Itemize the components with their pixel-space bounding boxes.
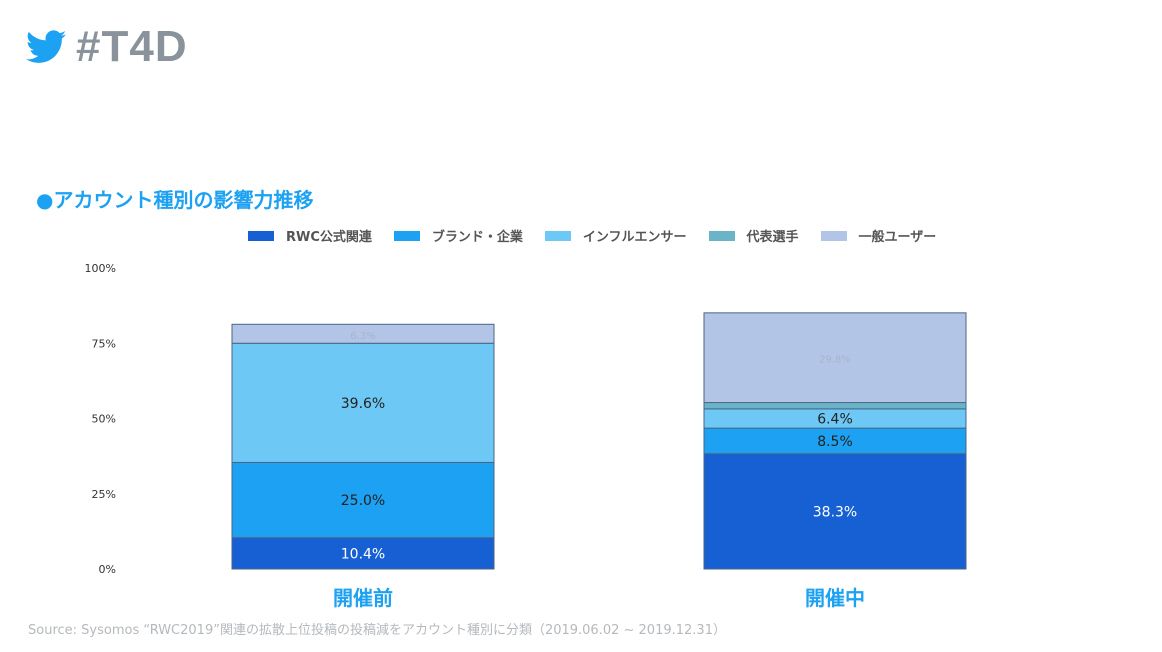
data-label: 8.5% <box>817 434 853 450</box>
x-category-label: 開催中 <box>805 586 865 610</box>
bar-segment <box>231 342 495 463</box>
legend-item: ブランド・企業 <box>393 226 523 245</box>
legend-swatch <box>393 230 420 241</box>
y-tick-label: 75% <box>92 337 116 350</box>
y-tick-label: 25% <box>92 488 116 501</box>
data-label: 29.8% <box>819 355 851 366</box>
chart-title: ●アカウント種別の影響力推移 <box>36 188 314 212</box>
legend-label: 一般ユーザー <box>858 230 937 245</box>
data-label: 25.0% <box>341 493 385 509</box>
legend-swatch <box>820 230 847 241</box>
legend-item: 代表選手 <box>708 226 799 245</box>
legend-item: 一般ユーザー <box>820 226 937 245</box>
bar-segment <box>703 453 967 570</box>
source-note: Source: Sysomos “RWC2019”関連の拡散上位投稿の投稿減をア… <box>28 623 726 638</box>
data-label: 10.4% <box>341 546 385 562</box>
data-label: 38.3% <box>813 504 857 520</box>
legend-item: RWC公式関連 <box>248 226 372 245</box>
bar-segment <box>231 323 495 344</box>
legend: RWC公式関連 ブランド・企業 インフルエンサー 代表選手 一般ユーザー <box>248 226 958 245</box>
legend-label: RWC公式関連 <box>286 230 372 245</box>
x-category-label: 開催前 <box>333 586 393 610</box>
logo-text: #T4D <box>76 22 188 71</box>
legend-label: インフルエンサー <box>582 230 687 245</box>
bar-segment <box>703 402 967 410</box>
data-label: 39.6% <box>341 396 385 412</box>
legend-label: 代表選手 <box>746 230 799 245</box>
data-label: 6.4% <box>817 412 853 428</box>
data-label: 6.3% <box>350 331 375 342</box>
legend-item: インフルエンサー <box>544 226 687 245</box>
y-tick-label: 0% <box>99 563 116 576</box>
logo: #T4D <box>26 22 188 72</box>
legend-swatch <box>708 230 735 241</box>
legend-label: ブランド・企業 <box>431 230 523 245</box>
y-tick-label: 50% <box>92 413 116 426</box>
twitter-bird-icon <box>26 30 66 63</box>
bar-segment <box>231 461 495 539</box>
bar-segment <box>703 312 967 404</box>
legend-swatch <box>248 230 274 241</box>
legend-swatch <box>544 230 571 241</box>
y-tick-label: 100% <box>85 262 116 275</box>
bar-segment <box>703 427 967 455</box>
